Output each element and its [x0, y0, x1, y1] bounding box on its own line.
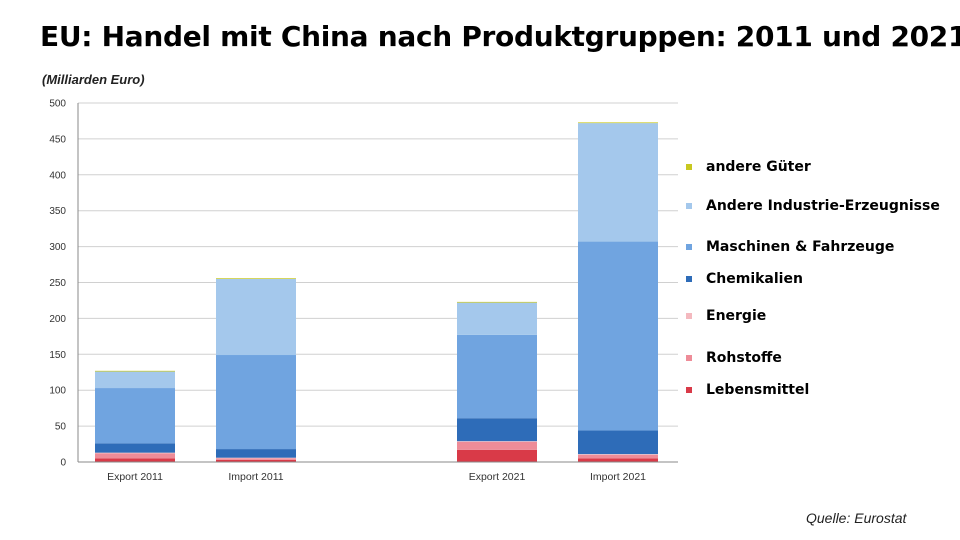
legend-swatch	[686, 387, 692, 393]
bar-segment	[457, 301, 537, 303]
legend-item: andere Güter	[686, 159, 811, 175]
y-tick-label: 400	[49, 170, 66, 181]
bar-segment	[216, 449, 296, 458]
legend-item: Energie	[686, 308, 766, 324]
bar-segment	[216, 278, 296, 356]
legend: andere Güter Andere Industrie-Erzeugnisse…	[686, 0, 956, 540]
bars	[95, 122, 658, 462]
y-tick-label: 50	[55, 422, 67, 433]
legend-label: Rohstoffe	[706, 350, 782, 366]
legend-label: Lebensmittel	[706, 382, 810, 398]
bar-segment	[95, 452, 175, 454]
bar-segment	[578, 241, 658, 431]
bar-segment	[216, 355, 296, 450]
legend-label: Maschinen & Fahrzeuge	[706, 239, 895, 255]
legend-item: Andere Industrie-Erzeugnisse	[686, 198, 940, 214]
bar-segment	[95, 370, 175, 372]
bar-segment	[457, 449, 537, 462]
bar-segment	[457, 441, 537, 442]
bar-segment	[216, 458, 296, 460]
y-tick-label: 200	[49, 314, 66, 325]
bar-segment	[216, 457, 296, 459]
bar-segment	[95, 388, 175, 444]
bar-segment	[457, 334, 537, 419]
bar-segment	[578, 430, 658, 455]
legend-item: Maschinen & Fahrzeuge	[686, 239, 894, 255]
bar-segment	[457, 302, 537, 335]
y-tick-label: 150	[49, 350, 66, 361]
y-tick-label: 250	[49, 278, 66, 289]
unit-label: (Milliarden Euro)	[42, 72, 145, 87]
y-tick-label: 350	[49, 206, 66, 217]
bar-segment	[95, 371, 175, 389]
legend-label: Chemikalien	[706, 271, 803, 287]
axes: 0 50 100 150 200 250 300 350 400 450 500 Export 201…	[49, 99, 678, 483]
bar-segment	[578, 122, 658, 124]
legend-swatch	[686, 203, 692, 209]
x-tick-label: Export 2011	[107, 471, 163, 483]
legend-item: Lebensmittel	[686, 382, 809, 398]
x-tick-label: Import 2011	[228, 471, 283, 483]
legend-label: Andere Industrie-Erzeugnisse	[706, 198, 940, 214]
chart-title: EU: Handel mit China nach Produktgruppen…	[40, 20, 960, 53]
y-tick-label: 450	[49, 134, 66, 145]
bar-segment	[578, 123, 658, 242]
bar-segment	[457, 418, 537, 442]
source-note: Quelle: Eurostat	[806, 510, 907, 526]
y-tick-label: 300	[49, 242, 66, 253]
legend-swatch	[686, 276, 692, 282]
bar-segment	[578, 458, 658, 462]
bar-segment	[95, 443, 175, 453]
bar-segment	[578, 454, 658, 455]
bar-segment	[457, 441, 537, 450]
legend-swatch	[686, 244, 692, 250]
bar-segment	[578, 454, 658, 459]
legend-label: andere Güter	[706, 159, 811, 175]
bar-segment	[216, 278, 296, 279]
legend-swatch	[686, 355, 692, 361]
bar-segment	[95, 453, 175, 459]
y-tick-label: 0	[60, 458, 66, 469]
bar-segment	[216, 459, 296, 462]
y-tick-label: 500	[49, 99, 66, 110]
legend-item: Rohstoffe	[686, 350, 782, 366]
legend-item: Chemikalien	[686, 271, 803, 287]
legend-swatch	[686, 164, 692, 170]
legend-swatch	[686, 313, 692, 319]
bar-segment	[95, 458, 175, 462]
x-tick-label: Export 2021	[469, 471, 526, 483]
x-tick-label: Import 2021	[590, 471, 646, 483]
legend-label: Energie	[706, 308, 767, 324]
y-tick-label: 100	[49, 386, 66, 397]
